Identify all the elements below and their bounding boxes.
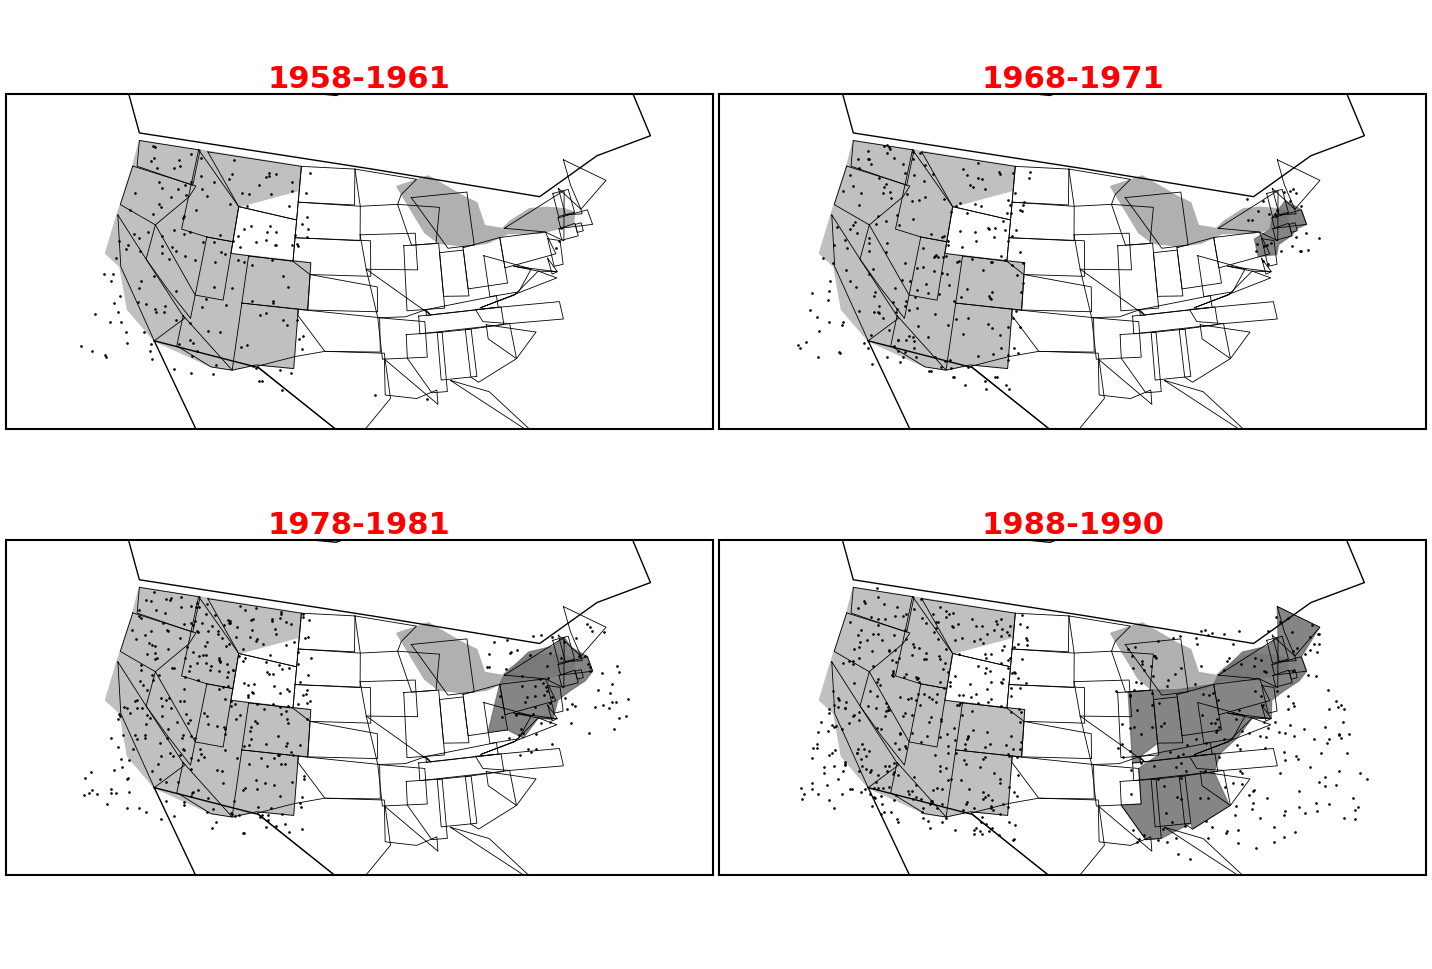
Polygon shape	[808, 0, 1365, 197]
Polygon shape	[397, 176, 574, 246]
Title: 1988-1990: 1988-1990	[981, 512, 1164, 541]
Polygon shape	[155, 788, 475, 969]
Polygon shape	[397, 623, 574, 693]
Polygon shape	[95, 0, 650, 197]
Polygon shape	[1111, 623, 1289, 693]
Polygon shape	[488, 638, 593, 737]
Title: 1978-1981: 1978-1981	[268, 512, 451, 541]
Polygon shape	[155, 341, 475, 562]
Polygon shape	[868, 341, 1189, 562]
Polygon shape	[808, 413, 1365, 643]
Polygon shape	[819, 587, 1025, 817]
Polygon shape	[95, 413, 650, 643]
Polygon shape	[819, 141, 1025, 370]
Polygon shape	[1254, 201, 1306, 257]
Title: 1968-1971: 1968-1971	[981, 65, 1164, 94]
Polygon shape	[1111, 176, 1289, 246]
Title: 1958-1961: 1958-1961	[268, 65, 451, 94]
Polygon shape	[1121, 607, 1319, 839]
Polygon shape	[868, 788, 1189, 969]
Polygon shape	[106, 587, 311, 817]
Polygon shape	[106, 141, 311, 370]
